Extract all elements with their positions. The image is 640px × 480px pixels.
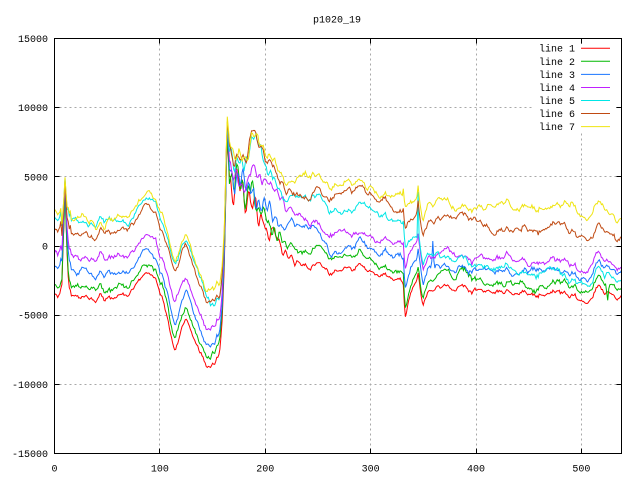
- svg-text:line 7: line 7: [539, 122, 575, 134]
- svg-text:line 3: line 3: [539, 70, 575, 82]
- svg-text:0: 0: [51, 465, 57, 476]
- svg-text:-5000: -5000: [18, 312, 48, 323]
- svg-text:200: 200: [256, 465, 274, 476]
- svg-text:line 1: line 1: [539, 44, 575, 56]
- svg-text:-15000: -15000: [12, 450, 48, 461]
- svg-text:400: 400: [467, 465, 485, 476]
- svg-text:300: 300: [362, 465, 380, 476]
- svg-text:line 6: line 6: [539, 109, 575, 121]
- svg-text:100: 100: [151, 465, 169, 476]
- svg-text:-10000: -10000: [12, 381, 48, 392]
- svg-text:10000: 10000: [18, 104, 48, 115]
- svg-text:line 4: line 4: [539, 83, 575, 95]
- svg-text:p1020_19: p1020_19: [313, 16, 361, 27]
- svg-text:line 5: line 5: [539, 96, 575, 108]
- svg-text:line 2: line 2: [539, 57, 575, 69]
- svg-text:15000: 15000: [18, 35, 48, 46]
- svg-text:5000: 5000: [24, 173, 48, 184]
- svg-text:500: 500: [572, 465, 590, 476]
- svg-text:0: 0: [42, 243, 48, 254]
